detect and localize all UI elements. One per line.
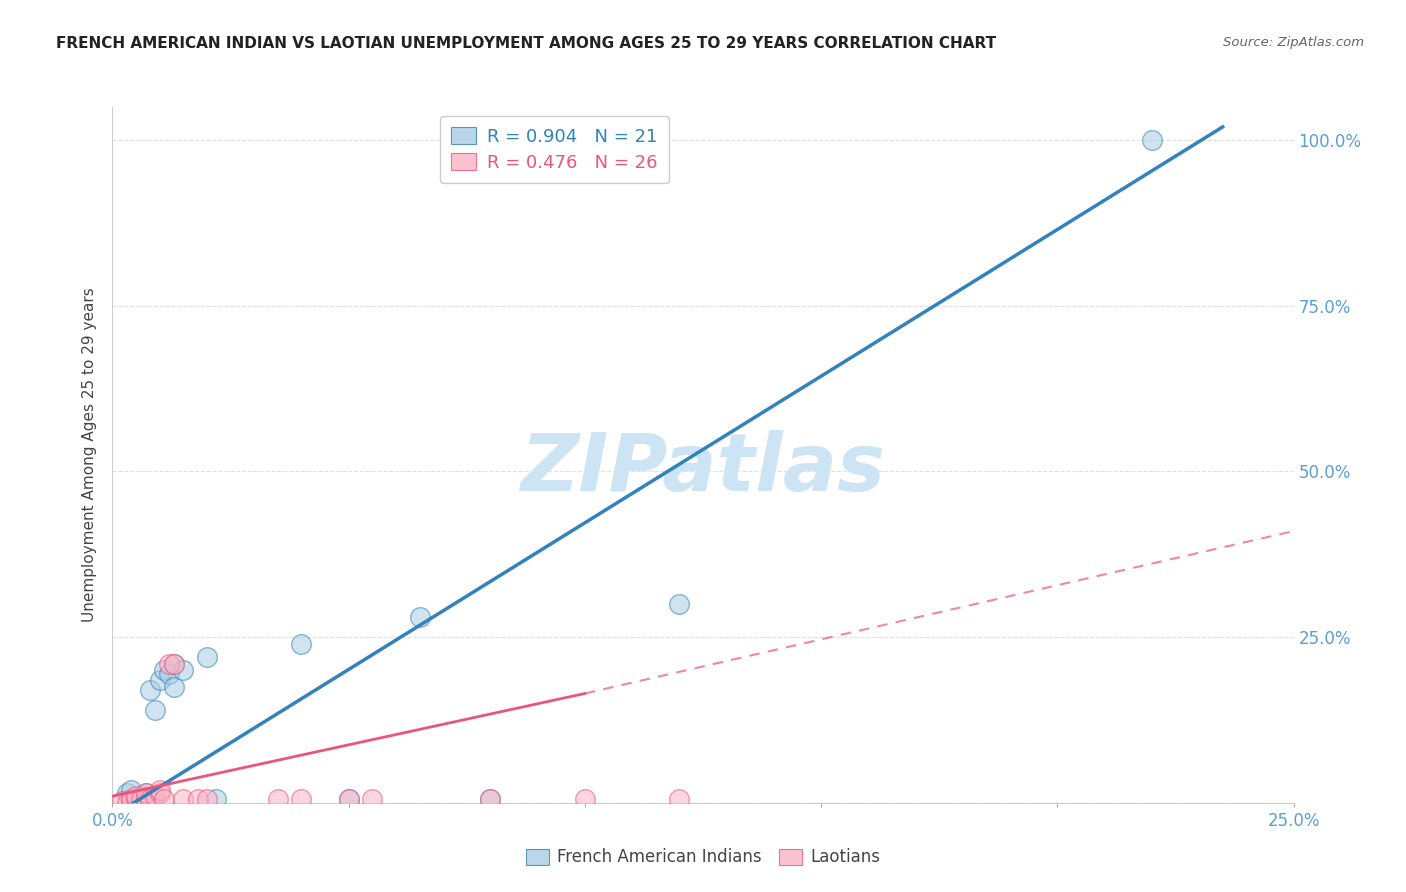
Point (139, 683, 162, 698)
Legend: French American Indians, Laotians: French American Indians, Laotians (517, 840, 889, 875)
Text: Source: ZipAtlas.com: Source: ZipAtlas.com (1223, 36, 1364, 49)
Point (125, 792, 148, 806)
Y-axis label: Unemployment Among Ages 25 to 29 years: Unemployment Among Ages 25 to 29 years (82, 287, 97, 623)
Point (195, 792, 218, 806)
Point (479, 792, 502, 806)
Point (143, 703, 166, 717)
Point (267, 792, 290, 806)
Point (139, 792, 162, 806)
Point (205, 792, 228, 806)
Point (195, 650, 218, 665)
Point (153, 792, 176, 806)
Text: ZIPatlas: ZIPatlas (520, 430, 886, 508)
Point (143, 789, 166, 804)
Point (163, 680, 186, 694)
Point (668, 597, 690, 611)
Point (290, 637, 312, 651)
Point (1140, 133, 1163, 147)
Point (668, 792, 690, 806)
Point (361, 792, 384, 806)
Point (163, 657, 186, 671)
Point (172, 663, 194, 677)
Point (149, 782, 172, 797)
Point (111, 794, 134, 808)
Point (186, 792, 208, 806)
Point (149, 673, 172, 688)
Point (163, 657, 186, 671)
Point (125, 789, 148, 804)
Point (120, 794, 142, 808)
Point (408, 610, 430, 624)
Point (125, 792, 148, 806)
Legend: R = 0.904   N = 21, R = 0.476   N = 26: R = 0.904 N = 21, R = 0.476 N = 26 (440, 116, 669, 183)
Point (149, 786, 172, 800)
Point (129, 792, 152, 806)
Point (172, 792, 194, 806)
Point (129, 789, 152, 804)
Point (135, 786, 157, 800)
Point (135, 786, 157, 800)
Point (157, 657, 180, 671)
Point (115, 786, 138, 800)
Point (574, 792, 596, 806)
Point (153, 663, 176, 677)
Point (290, 792, 312, 806)
Text: FRENCH AMERICAN INDIAN VS LAOTIAN UNEMPLOYMENT AMONG AGES 25 TO 29 YEARS CORRELA: FRENCH AMERICAN INDIAN VS LAOTIAN UNEMPL… (56, 36, 997, 51)
Point (135, 792, 157, 806)
Point (120, 792, 142, 806)
Point (115, 796, 138, 810)
Point (120, 782, 142, 797)
Point (337, 792, 360, 806)
Point (157, 666, 180, 681)
Point (479, 792, 502, 806)
Point (337, 792, 360, 806)
